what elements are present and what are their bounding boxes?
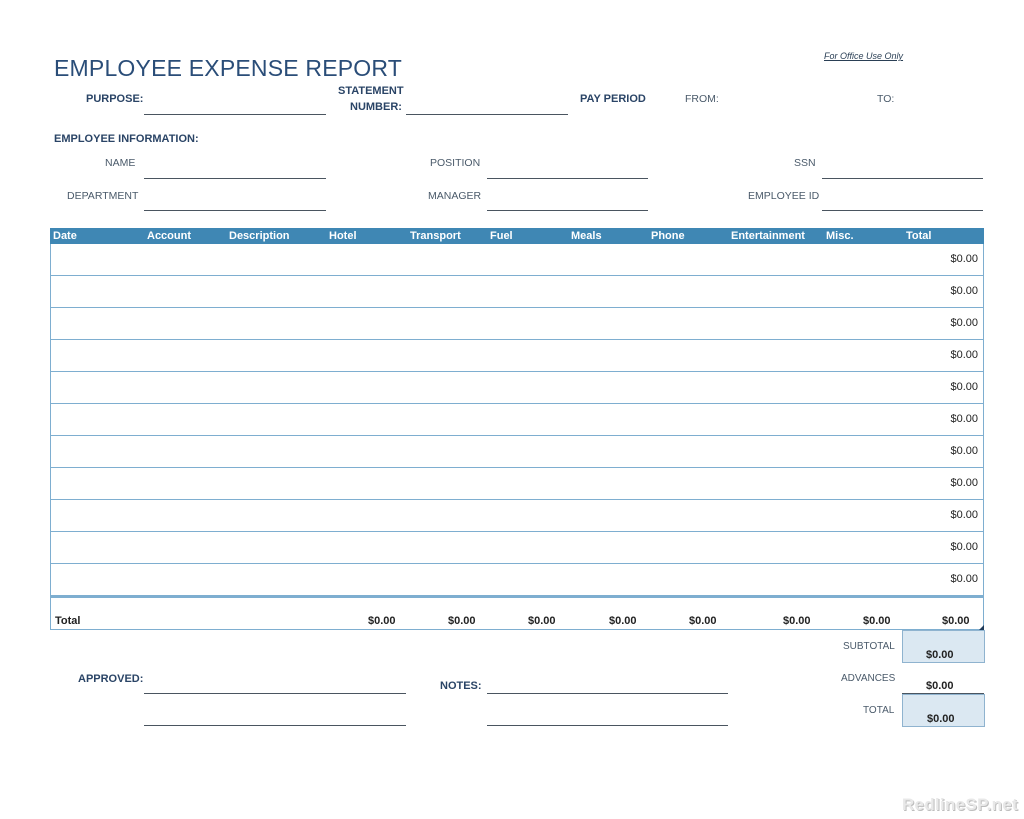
purpose-label: PURPOSE: (86, 93, 144, 105)
col-hotel: Hotel (329, 230, 357, 242)
table-row[interactable]: $0.00 (50, 436, 984, 468)
col-description: Description (229, 230, 290, 242)
notes-field-2[interactable] (487, 725, 728, 726)
approved-field-1[interactable] (144, 693, 406, 694)
table-row[interactable]: $0.00 (50, 468, 984, 500)
statement-label-line2: NUMBER: (350, 101, 402, 113)
total-hotel: $0.00 (368, 615, 396, 627)
manager-label: MANAGER (428, 190, 482, 202)
subtotal-value: $0.00 (926, 649, 954, 661)
statement-number-field[interactable] (406, 114, 568, 115)
name-label: NAME (105, 157, 136, 169)
page-title: EMPLOYEE EXPENSE REPORT (54, 55, 403, 81)
col-meals: Meals (571, 230, 602, 242)
approved-label: APPROVED: (78, 673, 144, 685)
subtotal-label: SUBTOTAL (843, 641, 895, 652)
total-grand: $0.00 (942, 615, 970, 627)
position-label: POSITION (430, 157, 481, 169)
col-entertainment: Entertainment (731, 230, 805, 242)
col-phone: Phone (651, 230, 685, 242)
row-total: $0.00 (950, 285, 978, 297)
col-misc: Misc. (826, 230, 854, 242)
department-label: DEPARTMENT (67, 190, 139, 202)
row-total: $0.00 (950, 253, 978, 265)
to-date-field[interactable] (898, 88, 982, 108)
watermark: RedlineSP.net (901, 795, 1018, 814)
total-phone: $0.00 (689, 615, 717, 627)
row-total: $0.00 (950, 573, 978, 585)
manager-field[interactable] (487, 210, 648, 211)
employee-id-field[interactable] (822, 210, 983, 211)
row-total: $0.00 (950, 541, 978, 553)
row-total: $0.00 (950, 317, 978, 329)
col-date: Date (53, 230, 77, 242)
statement-label-line1: STATEMENT (338, 85, 404, 97)
from-date-field[interactable] (722, 88, 862, 108)
totals-label: Total (55, 615, 81, 627)
department-field[interactable] (144, 210, 326, 211)
table-row[interactable]: $0.00 (50, 564, 984, 596)
employee-id-label: EMPLOYEE ID (748, 190, 820, 202)
approved-field-2[interactable] (144, 725, 406, 726)
table-row[interactable]: $0.00 (50, 340, 984, 372)
row-total: $0.00 (950, 413, 978, 425)
total-box (902, 694, 985, 727)
row-total: $0.00 (950, 349, 978, 361)
expense-table: Date Account Description Hotel Transport… (50, 228, 984, 630)
table-row[interactable]: $0.00 (50, 532, 984, 564)
total-transport: $0.00 (448, 615, 476, 627)
name-field[interactable] (144, 178, 326, 179)
notes-label: NOTES: (440, 680, 482, 692)
office-use-note: For Office Use Only (824, 51, 904, 61)
notes-field-1[interactable] (487, 693, 728, 694)
ssn-label: SSN (794, 157, 816, 169)
row-total: $0.00 (950, 381, 978, 393)
from-label: FROM: (685, 93, 719, 105)
advances-label: ADVANCES (841, 673, 896, 684)
position-field[interactable] (487, 178, 648, 179)
total-value: $0.00 (927, 713, 955, 725)
col-total: Total (906, 230, 932, 242)
table-row[interactable]: $0.00 (50, 276, 984, 308)
row-total: $0.00 (950, 477, 978, 489)
ssn-field[interactable] (822, 178, 983, 179)
table-row[interactable]: $0.00 (50, 244, 984, 276)
to-label: TO: (877, 93, 895, 105)
table-header: Date Account Description Hotel Transport… (50, 228, 984, 244)
col-transport: Transport (410, 230, 461, 242)
table-row[interactable]: $0.00 (50, 308, 984, 340)
advances-value: $0.00 (926, 680, 954, 692)
col-account: Account (147, 230, 191, 242)
employee-info-title: EMPLOYEE INFORMATION: (54, 133, 199, 145)
advances-field[interactable] (902, 665, 984, 694)
total-entertainment: $0.00 (783, 615, 811, 627)
subtotal-box (902, 630, 985, 663)
total-meals: $0.00 (609, 615, 637, 627)
total-misc: $0.00 (863, 615, 891, 627)
table-row[interactable]: $0.00 (50, 500, 984, 532)
table-row[interactable]: $0.00 (50, 404, 984, 436)
purpose-field[interactable] (144, 114, 326, 115)
col-fuel: Fuel (490, 230, 513, 242)
resize-handle-icon (979, 625, 984, 630)
table-row[interactable]: $0.00 (50, 372, 984, 404)
total-label: TOTAL (863, 705, 895, 716)
row-total: $0.00 (950, 445, 978, 457)
pay-period-label: PAY PERIOD (580, 93, 646, 105)
total-fuel: $0.00 (528, 615, 556, 627)
row-total: $0.00 (950, 509, 978, 521)
totals-row: Total $0.00 $0.00 $0.00 $0.00 $0.00 $0.0… (50, 596, 984, 630)
